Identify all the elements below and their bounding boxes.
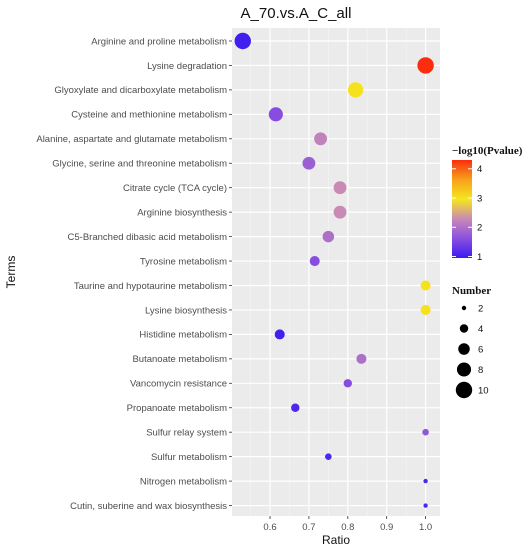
size-legend-dot: [456, 362, 472, 377]
x-tick-label: 0.8: [341, 522, 354, 533]
data-point: [325, 453, 332, 460]
y-tick-label: Nitrogen metabolism: [140, 476, 227, 487]
data-point: [274, 329, 285, 340]
size-legend-label: 6: [478, 344, 483, 355]
color-legend: 1 2 3 4: [452, 160, 482, 263]
colorbar-tick-label: 1: [477, 252, 482, 263]
y-tick-label: C5-Branched dibasic acid metabolism: [68, 232, 228, 243]
data-point: [423, 478, 428, 484]
y-tick-label: Tyrosine metabolism: [140, 256, 227, 267]
x-axis-title: Ratio: [322, 533, 350, 547]
data-point: [422, 428, 429, 436]
plot-panel: [232, 28, 440, 516]
x-tick-label: 0.6: [263, 522, 276, 533]
size-legend-label: 8: [478, 365, 483, 376]
colorbar: [452, 160, 472, 258]
data-point: [268, 107, 283, 122]
y-tick-label: Cutin, suberine and wax biosynthesis: [70, 501, 227, 512]
data-point: [420, 280, 431, 291]
y-tick-label: Histidine metabolism: [139, 330, 227, 341]
y-tick-label: Sulfur relay system: [146, 428, 227, 439]
data-point: [420, 304, 431, 315]
data-point: [417, 57, 434, 74]
size-legend-dot: [455, 381, 473, 399]
size-legend-dot: [459, 324, 469, 333]
y-tick-label: Sulfur metabolism: [151, 452, 227, 463]
colorbar-tick-label: 3: [477, 193, 482, 204]
y-tick-label: Lysine degradation: [147, 61, 227, 72]
x-tick-label: 0.7: [302, 522, 315, 533]
size-legend-dot: [461, 305, 467, 311]
data-point: [356, 353, 367, 364]
y-tick-label: Butanoate metabolism: [132, 354, 227, 365]
y-tick-label: Lysine biosynthesis: [145, 305, 227, 316]
data-points: [234, 32, 434, 508]
y-tick-label: Glycine, serine and threonine metabolism: [52, 159, 227, 170]
y-tick-label: Arginine biosynthesis: [137, 207, 227, 218]
y-tick-label: Vancomycin resistance: [130, 379, 227, 390]
y-axis-labels: Arginine and proline metabolism Lysine de…: [36, 36, 227, 512]
data-point: [347, 82, 364, 98]
chart-title: A_70.vs.A_C_all: [241, 5, 352, 22]
y-tick-label: Cysteine and methionine metabolism: [71, 110, 227, 121]
y-tick-label: Glyoxylate and dicarboxylate metabolism: [54, 85, 227, 96]
data-point: [291, 403, 300, 412]
x-tick-label: 0.9: [380, 522, 393, 533]
data-point: [322, 230, 335, 243]
color-legend-title: −log10(Pvalue): [452, 145, 523, 157]
x-tick-label: 1.0: [419, 522, 432, 533]
x-axis-ticks: 0.6 0.7 0.8 0.9 1.0: [263, 516, 432, 533]
data-point: [302, 156, 316, 170]
y-tick-label: Arginine and proline metabolism: [91, 36, 227, 47]
y-tick-label: Propanoate metabolism: [127, 403, 227, 414]
data-point: [333, 205, 347, 219]
size-legend-label: 4: [478, 324, 483, 335]
data-point: [423, 503, 428, 508]
data-point: [234, 32, 251, 50]
data-point: [314, 132, 327, 146]
data-point: [333, 181, 347, 195]
y-tick-label: Citrate cycle (TCA cycle): [123, 183, 227, 194]
colorbar-tick-label: 4: [477, 164, 482, 175]
y-axis-ticks: [229, 40, 232, 506]
data-point: [309, 256, 320, 267]
data-point: [343, 379, 353, 388]
size-legend-title: Number: [452, 285, 491, 297]
size-legend-dot: [458, 343, 470, 355]
y-tick-label: Taurine and hypotaurine metabolism: [74, 281, 227, 292]
y-tick-label: Alanine, aspartate and glutamate metabol…: [36, 134, 227, 145]
y-axis-title: Terms: [4, 256, 18, 289]
size-legend: 2 4 6 8 10: [455, 303, 489, 399]
size-legend-label: 2: [478, 303, 483, 314]
colorbar-tick-label: 2: [477, 223, 482, 234]
size-legend-label: 10: [478, 385, 489, 396]
